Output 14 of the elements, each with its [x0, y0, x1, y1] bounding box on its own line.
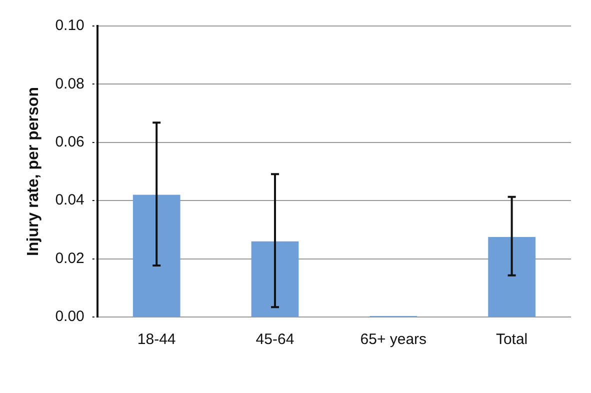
- x-tick-label: 18-44: [137, 331, 176, 348]
- x-tick-label: 45-64: [256, 331, 294, 348]
- y-tick-label: 0.08: [55, 75, 84, 92]
- y-tick-label: 0.10: [55, 17, 84, 34]
- y-tick-label: 0.00: [55, 308, 84, 326]
- y-tick-label: 0.06: [55, 134, 84, 151]
- x-tick-label: Total: [496, 331, 528, 348]
- x-tick-label: 65+ years: [360, 331, 427, 348]
- bar: [488, 236, 536, 316]
- y-tick-label: 0.02: [55, 250, 84, 267]
- y-tick-label: 0.04: [55, 192, 84, 209]
- bar: [132, 194, 180, 316]
- y-axis-title: Injury rate, per person: [25, 87, 42, 256]
- bar: [251, 241, 299, 316]
